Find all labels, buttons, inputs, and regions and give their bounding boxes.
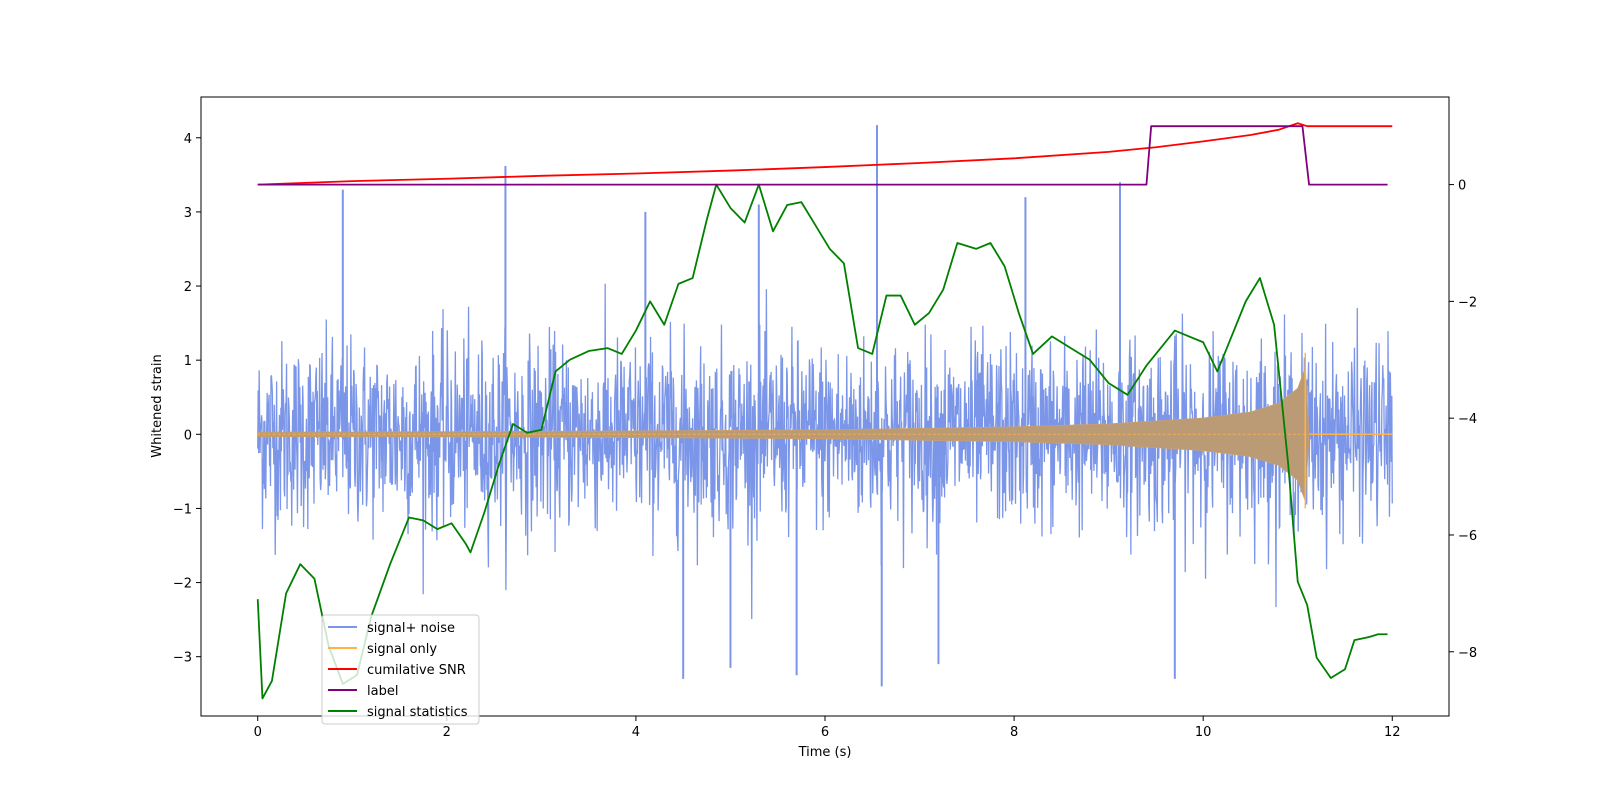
y-axis-right: −8 −6 −4 −2 0 <box>1449 179 1477 661</box>
x-axis-label: Time (s) <box>798 745 852 760</box>
legend-label-noise: signal+ noise <box>367 621 455 636</box>
y-tick-label: 1 <box>184 354 192 369</box>
x-tick-label: 8 <box>1010 725 1018 740</box>
legend-label-snr: cumilative SNR <box>367 663 466 678</box>
y-axis-label: Whitened strain <box>150 354 165 457</box>
x-axis: 0 2 4 6 8 10 12 <box>254 716 1401 740</box>
y-tick-label: 3 <box>184 206 192 221</box>
y-tick-label: −3 <box>173 651 192 666</box>
series-line <box>257 122 1393 186</box>
y-tick-label: −1 <box>173 502 192 517</box>
series-line <box>257 125 1388 186</box>
x-tick-label: 6 <box>821 725 829 740</box>
y-tick-label: 0 <box>184 428 192 443</box>
y-tick-label: 2 <box>184 280 192 295</box>
y2-tick-label: −2 <box>1458 295 1477 310</box>
series-line <box>256 183 1388 700</box>
y2-tick-label: 0 <box>1458 179 1466 194</box>
x-tick-label: 4 <box>632 725 640 740</box>
y2-tick-label: −8 <box>1458 646 1477 661</box>
x-tick-label: 12 <box>1384 725 1401 740</box>
legend: signal+ noise signal only cumilative SNR… <box>321 614 480 725</box>
x-tick-label: 0 <box>254 725 262 740</box>
x-tick-label: 2 <box>443 725 451 740</box>
right-axis-series <box>256 122 1393 700</box>
legend-label-signal: signal only <box>367 642 437 657</box>
y-tick-label: 4 <box>184 132 192 147</box>
y-axis-left: −3 −2 −1 0 1 2 3 4 <box>173 132 201 666</box>
legend-label-statistics: signal statistics <box>367 705 468 720</box>
legend-box <box>321 614 480 725</box>
legend-label-label: label <box>367 684 398 699</box>
y2-tick-label: −6 <box>1458 529 1477 544</box>
x-tick-label: 10 <box>1195 725 1212 740</box>
y-tick-label: −2 <box>173 577 192 592</box>
y2-tick-label: −4 <box>1458 412 1477 427</box>
signal-series <box>257 352 1393 509</box>
